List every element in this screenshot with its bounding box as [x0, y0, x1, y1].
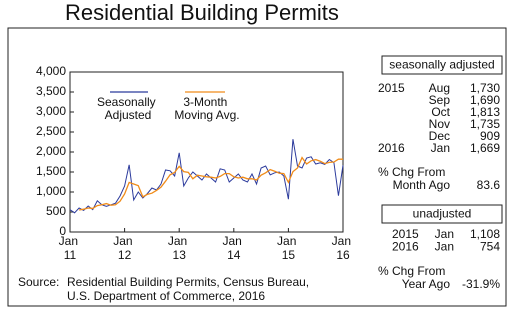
row-value: 1,813 — [470, 105, 500, 119]
chart-title: Residential Building Permits — [65, 0, 339, 25]
row-month: Aug — [429, 81, 450, 95]
change-value: -31.9% — [462, 277, 500, 291]
x-tick-label: Jan 14 — [222, 234, 245, 262]
row-value: 1,108 — [470, 227, 500, 241]
y-tick-label: 1,000 — [36, 184, 66, 198]
source-label: Source: — [18, 275, 59, 289]
x-tick-label: Jan 13 — [168, 234, 191, 262]
change-label: % Chg From — [378, 165, 445, 179]
row-month: Jan — [435, 227, 454, 241]
row-value: 1,730 — [470, 81, 500, 95]
panel-header-box — [381, 55, 503, 75]
legend-label: Seasonally Adjusted — [97, 95, 159, 122]
row-year: 2015 — [392, 227, 419, 241]
series-line — [69, 139, 344, 214]
row-month: Jan — [435, 240, 454, 254]
row-month: Sep — [429, 93, 451, 107]
row-value: 909 — [480, 129, 500, 143]
y-tick-label: 500 — [46, 204, 66, 218]
y-tick-label: 4,000 — [36, 64, 66, 78]
row-month: Oct — [431, 105, 450, 119]
row-month: Jan — [431, 141, 450, 155]
panel-header: seasonally adjusted — [389, 58, 494, 72]
row-year: 2016 — [378, 141, 405, 155]
y-tick-label: 2,500 — [36, 124, 66, 138]
row-month: Nov — [429, 117, 450, 131]
row-value: 1,690 — [470, 93, 500, 107]
row-year: 2016 — [392, 240, 419, 254]
y-tick-label: 3,000 — [36, 104, 66, 118]
y-tick-label: 3,500 — [36, 84, 66, 98]
x-tick-label: Jan 11 — [59, 234, 82, 262]
legend-label: 3-Month Moving Avg. — [174, 95, 239, 122]
y-tick-label: 2,000 — [36, 144, 66, 158]
change-label: Month Ago — [393, 178, 451, 192]
row-month: Dec — [429, 129, 450, 143]
outer-frame — [7, 27, 507, 307]
source-text: U.S. Department of Commerce, 2016 — [67, 289, 265, 303]
change-value: 83.6 — [477, 178, 501, 192]
panel-header: unadjusted — [413, 207, 472, 221]
source-text: Residential Building Permits, Census Bur… — [67, 275, 309, 289]
change-label: % Chg From — [378, 264, 445, 278]
row-value: 1,669 — [470, 141, 500, 155]
y-tick-label: 1,500 — [36, 164, 66, 178]
row-value: 1,735 — [470, 117, 500, 131]
panel-header-box — [381, 204, 503, 224]
x-tick-label: Jan 15 — [277, 234, 300, 262]
y-tick-label: 0 — [59, 224, 66, 238]
x-tick-label: Jan 12 — [113, 234, 136, 262]
row-value: 754 — [480, 240, 500, 254]
row-year: 2015 — [378, 81, 405, 95]
x-tick-label: Jan 16 — [332, 234, 355, 262]
series-line — [78, 156, 343, 211]
change-label: Year Ago — [402, 277, 451, 291]
